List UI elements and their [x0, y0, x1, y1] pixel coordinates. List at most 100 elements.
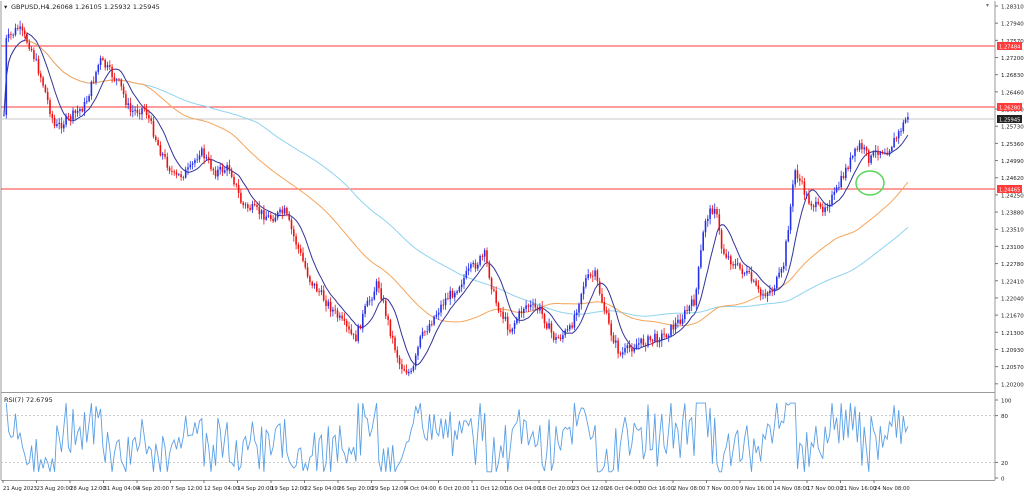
candle-body [260, 210, 263, 214]
candle-body [3, 114, 5, 116]
candle-body [849, 157, 852, 169]
candle-body [97, 64, 100, 72]
candle-body [67, 115, 70, 117]
candle-body [536, 307, 539, 311]
candle-body [180, 174, 182, 178]
candle-body [605, 310, 608, 313]
candle-body [168, 167, 171, 172]
candle-body [582, 286, 585, 295]
candle-body [838, 187, 840, 188]
candle-body [74, 110, 77, 113]
candle-body [854, 148, 856, 157]
candle-body [102, 58, 104, 60]
ma-slow-line [3, 39, 909, 317]
candle-body [431, 324, 433, 325]
candle-body [155, 136, 157, 141]
candle-body [684, 310, 686, 320]
candle-body [805, 194, 808, 196]
candle-body [322, 290, 325, 301]
time-tick-label: 30 Oct 16:00 [640, 486, 675, 492]
candle-body [497, 303, 500, 312]
candle-body [143, 108, 146, 110]
candle-body [635, 344, 638, 349]
candle-body [904, 119, 907, 123]
candle-body [845, 167, 847, 179]
candle-body [219, 166, 221, 170]
candle-body [516, 319, 518, 324]
candle-body [435, 314, 438, 317]
ohlc-readout: 1.26068 1.26105 1.25932 1.25945 [46, 3, 160, 11]
candle-body [230, 170, 233, 177]
candle-body [681, 319, 684, 324]
candle-body [541, 306, 543, 315]
candle-body [401, 364, 403, 370]
price-tick-label: 1.22040 [1001, 296, 1024, 302]
time-tick-label: 18 Oct 20:00 [539, 486, 574, 492]
candle-body [785, 241, 787, 266]
candle-body [716, 209, 718, 215]
candle-body [527, 305, 530, 307]
candle-body [196, 159, 198, 161]
candle-body [886, 152, 888, 155]
candle-body [656, 333, 658, 343]
price-tick-label: 1.23100 [1001, 245, 1024, 251]
candle-body [396, 350, 399, 358]
candle-body [194, 160, 196, 164]
candle-body [281, 209, 284, 214]
candle-body [571, 325, 573, 328]
candle-body [824, 207, 826, 213]
candle-body [796, 170, 799, 179]
candle-body [663, 333, 665, 335]
candle-body [37, 58, 40, 74]
dropdown-icon[interactable]: ▾ [4, 3, 8, 11]
candle-body [506, 316, 509, 330]
candle-body [695, 289, 698, 306]
candle-body [868, 150, 870, 163]
price-tick-label: 1.26830 [1001, 73, 1024, 79]
candle-body [847, 167, 849, 169]
candle-body [159, 144, 162, 156]
candle-body [141, 108, 143, 115]
candle-body [900, 131, 902, 132]
candle-body [451, 290, 454, 298]
level-price-text: 1.24465 [999, 187, 1020, 193]
time-tick-label: 6 Oct 20:00 [439, 486, 471, 492]
candle-body [730, 256, 732, 265]
candle-body [247, 204, 249, 208]
candle-body [559, 337, 562, 339]
rsi-tick-label: 100 [1001, 399, 1012, 405]
chart-corner-arrow-icon[interactable]: ▾ [986, 2, 989, 9]
candle-body [736, 263, 739, 265]
candle-body [799, 178, 801, 181]
candle-body [615, 340, 617, 343]
rsi-indicator[interactable]: 100 80 20 0 [1, 399, 1012, 483]
candle-body [467, 268, 470, 271]
candle-body [274, 217, 277, 222]
candle-body [539, 306, 541, 311]
candle-body [463, 277, 465, 285]
candle-body [750, 272, 753, 282]
candle-body [851, 156, 854, 158]
candle-body [72, 110, 74, 120]
candle-body [778, 272, 780, 278]
current-price-tag [997, 115, 1022, 123]
candle-body [465, 270, 468, 278]
candle-body [368, 300, 371, 302]
candle-body [58, 122, 60, 125]
candle-body [148, 114, 150, 119]
time-tick-label: 11 Oct 12:00 [472, 486, 507, 492]
candle-body [624, 348, 626, 353]
candle-body [587, 274, 589, 279]
price-tick-label: 1.21670 [1001, 314, 1024, 320]
price-tick-label: 1.24250 [1001, 193, 1024, 199]
candle-body [237, 184, 240, 193]
candle-body [138, 112, 141, 115]
candle-body [164, 153, 166, 157]
horizontal-levels[interactable] [1, 45, 995, 190]
price-tick-label: 1.20570 [1001, 365, 1024, 371]
time-tick-label: 23 Oct 12:00 [573, 486, 608, 492]
price-tick-label: 1.24990 [1001, 159, 1024, 165]
